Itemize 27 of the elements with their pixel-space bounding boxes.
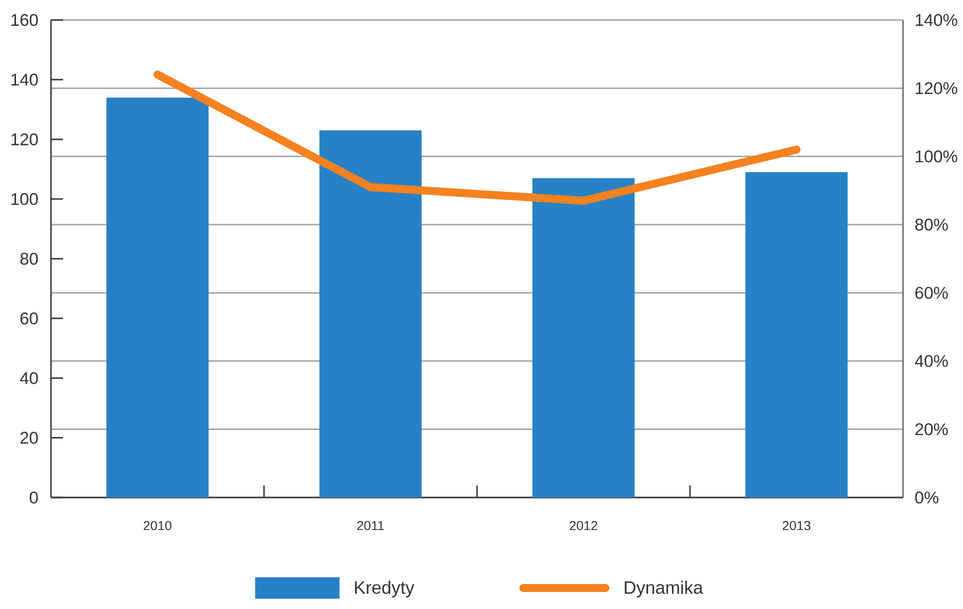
bar (532, 178, 635, 498)
x-tick-label: 2013 (782, 521, 810, 530)
y-tick-label: 20 (20, 432, 38, 444)
y-tick-label: 100 (12, 193, 38, 206)
y-tick-label: 80 (20, 252, 38, 265)
bar (745, 172, 848, 498)
y2-tick-label: 100% (916, 150, 958, 162)
x-tick-label: 2010 (144, 521, 172, 530)
y-tick-label: 120 (12, 133, 38, 146)
y-tick-label: 0 (30, 491, 38, 504)
y2-tick-label: 40% (914, 355, 948, 368)
legend-label: Kredyty (355, 580, 414, 598)
bar (319, 130, 422, 498)
y2-tick-label: 20% (915, 423, 948, 436)
y2-tick-label: 120% (916, 82, 958, 94)
x-tick-label: 2011 (357, 521, 384, 530)
y-tick-label: 60 (20, 312, 38, 324)
y2-tick-label: 80% (915, 218, 948, 231)
y2-tick-label: 60% (915, 286, 948, 299)
y-tick-label: 40 (20, 372, 38, 384)
y2-tick-label: 0% (915, 491, 938, 504)
bar (106, 98, 209, 498)
y2-tick-label: 140% (916, 14, 958, 26)
y-tick-label: 140 (12, 74, 38, 86)
x-tick-label: 2012 (570, 521, 598, 530)
legend-label: Dynamika (624, 580, 704, 598)
y-tick-label: 160 (12, 14, 38, 26)
